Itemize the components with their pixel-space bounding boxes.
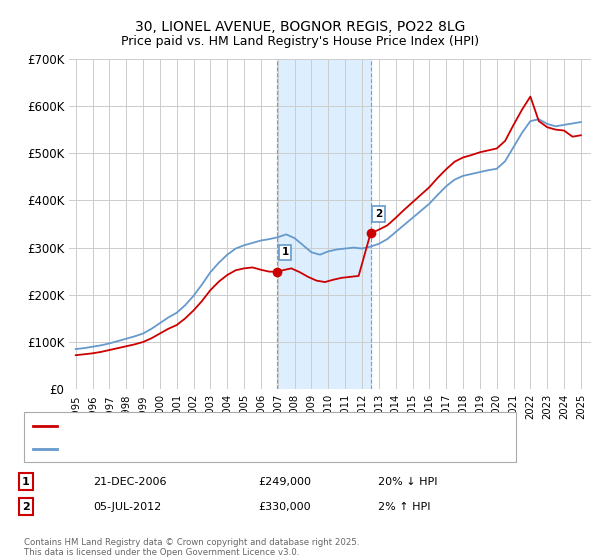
Text: Price paid vs. HM Land Registry's House Price Index (HPI): Price paid vs. HM Land Registry's House … — [121, 35, 479, 48]
Text: HPI: Average price, detached house, Arun: HPI: Average price, detached house, Arun — [61, 445, 289, 454]
Text: 2: 2 — [22, 502, 29, 512]
Text: £249,000: £249,000 — [258, 477, 311, 487]
Text: 2: 2 — [375, 209, 382, 219]
Text: 05-JUL-2012: 05-JUL-2012 — [93, 502, 161, 512]
Text: 21-DEC-2006: 21-DEC-2006 — [93, 477, 167, 487]
Text: 30, LIONEL AVENUE, BOGNOR REGIS, PO22 8LG: 30, LIONEL AVENUE, BOGNOR REGIS, PO22 8L… — [135, 20, 465, 34]
Text: 1: 1 — [22, 477, 29, 487]
Text: 2% ↑ HPI: 2% ↑ HPI — [378, 502, 431, 512]
Text: 20% ↓ HPI: 20% ↓ HPI — [378, 477, 437, 487]
Text: Contains HM Land Registry data © Crown copyright and database right 2025.
This d: Contains HM Land Registry data © Crown c… — [24, 538, 359, 557]
Text: 1: 1 — [281, 247, 289, 257]
Bar — [277, 59, 371, 389]
Text: £330,000: £330,000 — [258, 502, 311, 512]
Text: 30, LIONEL AVENUE, BOGNOR REGIS, PO22 8LG (detached house): 30, LIONEL AVENUE, BOGNOR REGIS, PO22 8L… — [61, 421, 422, 431]
